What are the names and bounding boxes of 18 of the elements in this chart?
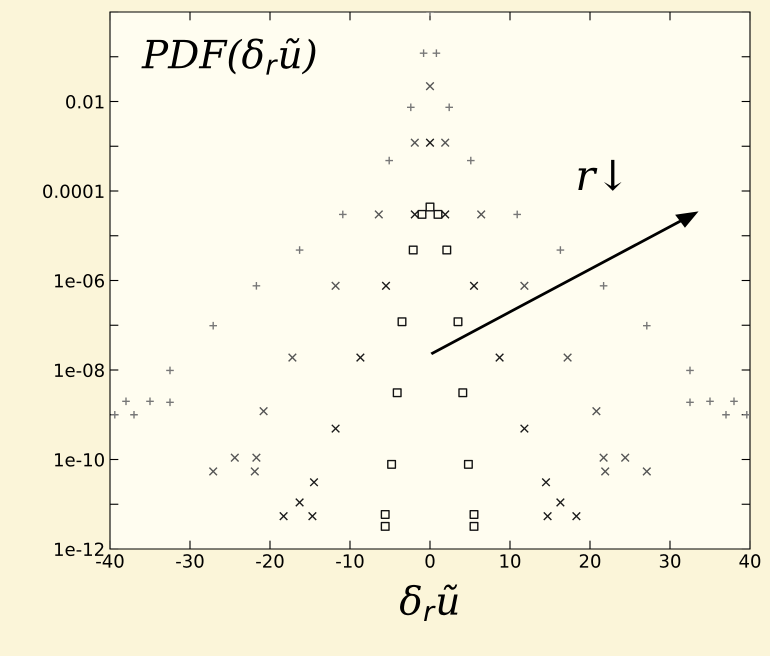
x-tick-label: 30 bbox=[660, 554, 680, 568]
y-tick-label: 1e-10 bbox=[55, 452, 104, 467]
y-tick-label: 0.0001 bbox=[43, 184, 104, 198]
y-tick-label: 0.01 bbox=[66, 94, 104, 109]
y-tick-label: 1e-08 bbox=[55, 363, 104, 378]
x-tick-label: -10 bbox=[336, 554, 364, 568]
x-tick-label: -30 bbox=[176, 554, 204, 568]
x-axis-title: δ$_{r}$ũ bbox=[400, 584, 458, 622]
x-tick-label: -20 bbox=[256, 554, 284, 568]
y-tick-label: 1e-06 bbox=[55, 274, 104, 288]
x-tick-label: 10 bbox=[500, 554, 520, 568]
x-tick-label: 0 bbox=[425, 554, 435, 568]
x-tick-label: 20 bbox=[580, 554, 600, 568]
y-tick-label: 1e-12 bbox=[55, 542, 104, 556]
text: PDF(δ$_{r}$ũ) bbox=[141, 38, 316, 75]
x-tick-label: -40 bbox=[96, 554, 124, 568]
x-tick-label: 40 bbox=[739, 554, 760, 568]
annotation: r↓ bbox=[578, 160, 622, 191]
